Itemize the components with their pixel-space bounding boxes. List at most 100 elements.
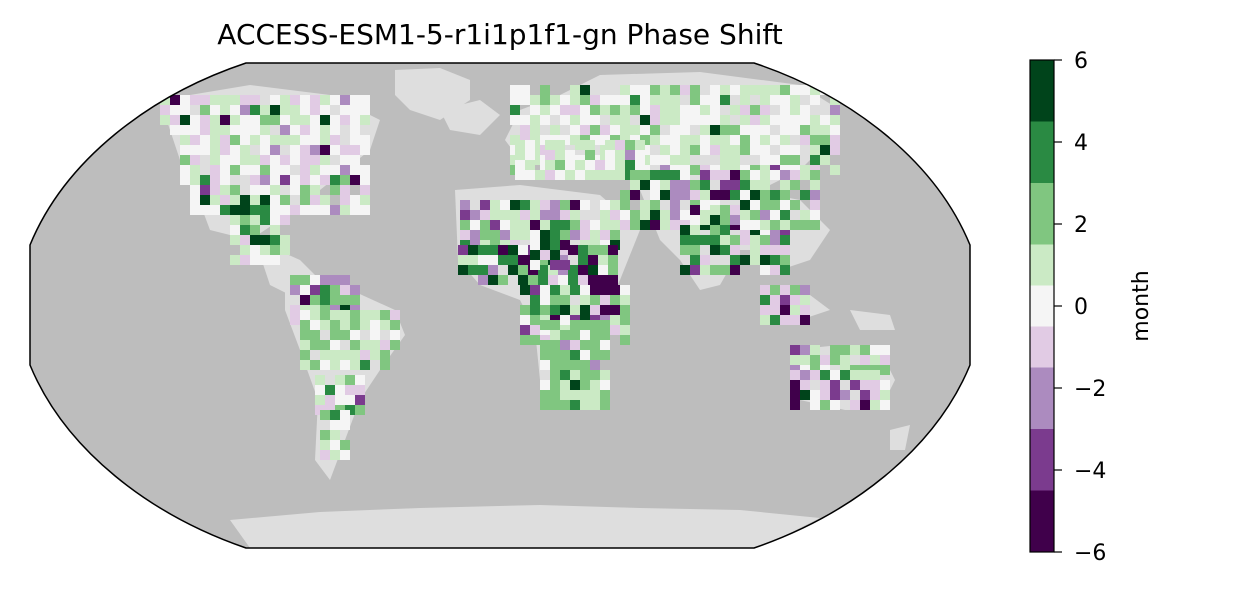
phase-shift-cell [560, 260, 570, 270]
phase-shift-cell [220, 205, 230, 215]
phase-shift-cell [540, 230, 550, 240]
phase-shift-cell [300, 135, 310, 145]
phase-shift-cell [315, 395, 325, 405]
phase-shift-cell [620, 210, 630, 220]
phase-shift-cell [340, 95, 350, 105]
phase-shift-cell [608, 255, 618, 265]
phase-shift-cell [335, 385, 345, 395]
phase-shift-cell [565, 150, 575, 160]
phase-shift-cell [740, 145, 750, 155]
phase-shift-cell [690, 215, 700, 225]
phase-shift-cell [880, 365, 890, 375]
phase-shift-cell [220, 185, 230, 195]
phase-shift-cell [540, 350, 550, 360]
phase-shift-cell [710, 135, 720, 145]
phase-shift-cell [460, 230, 470, 240]
phase-shift-cell [640, 105, 650, 115]
phase-shift-cell [540, 380, 550, 390]
phase-shift-cell [870, 345, 880, 355]
phase-shift-cell [630, 220, 640, 230]
phase-shift-cell [550, 260, 560, 270]
phase-shift-cell [310, 320, 320, 330]
phase-shift-cell [210, 95, 220, 105]
phase-shift-cell [350, 285, 360, 295]
phase-shift-cell [300, 310, 310, 320]
phase-shift-cell [545, 150, 555, 160]
phase-shift-cell [760, 200, 770, 210]
phase-shift-cell [720, 85, 730, 95]
phase-shift-cell [530, 285, 540, 295]
phase-shift-cell [540, 285, 550, 295]
phase-shift-cell [240, 225, 250, 235]
phase-shift-cell [760, 85, 770, 95]
phase-shift-cell [585, 160, 595, 170]
phase-shift-cell [720, 135, 730, 145]
phase-shift-cell [210, 185, 220, 195]
phase-shift-cell [580, 200, 590, 210]
phase-shift-cell [520, 230, 530, 240]
phase-shift-cell [290, 115, 300, 125]
phase-shift-cell [720, 115, 730, 125]
phase-shift-cell [740, 190, 750, 200]
phase-shift-cell [490, 210, 500, 220]
phase-shift-cell [600, 220, 610, 230]
phase-shift-cell [250, 165, 260, 175]
phase-shift-cell [690, 225, 700, 235]
phase-shift-cell [700, 255, 710, 265]
phase-shift-cell [250, 205, 260, 215]
phase-shift-cell [320, 340, 330, 350]
phase-shift-cell [770, 315, 780, 325]
phase-shift-cell [270, 145, 280, 155]
phase-shift-cell [770, 220, 780, 230]
phase-shift-cell [670, 105, 680, 115]
phase-shift-cell [300, 125, 310, 135]
phase-shift-cell [530, 305, 540, 315]
phase-shift-cell [790, 305, 800, 315]
phase-shift-cell [880, 355, 890, 365]
phase-shift-cell [580, 340, 590, 350]
phase-shift-cell [650, 115, 660, 125]
phase-shift-cell [570, 220, 580, 230]
phase-shift-cell [180, 125, 190, 135]
phase-shift-cell [810, 145, 820, 155]
phase-shift-cell [680, 170, 690, 180]
phase-shift-cell [800, 380, 810, 390]
phase-shift-cell [740, 125, 750, 135]
phase-shift-cell [340, 295, 350, 305]
phase-shift-cell [650, 210, 660, 220]
phase-shift-cell [530, 250, 540, 260]
phase-shift-cell [310, 125, 320, 135]
phase-shift-cell [560, 340, 570, 350]
phase-shift-cell [700, 215, 710, 225]
phase-shift-cell [650, 105, 660, 115]
phase-shift-cell [790, 180, 800, 190]
phase-shift-cell [720, 125, 730, 135]
phase-shift-cell [640, 170, 650, 180]
phase-shift-cell [250, 255, 260, 265]
phase-shift-cell [220, 115, 230, 125]
phase-shift-cell [280, 95, 290, 105]
phase-shift-cell [210, 145, 220, 155]
phase-shift-cell [770, 85, 780, 95]
globe-outline [29, 62, 971, 549]
phase-shift-cell [260, 155, 270, 165]
phase-shift-cell [530, 260, 540, 270]
phase-shift-cell [610, 315, 620, 325]
phase-shift-cell [250, 105, 260, 115]
phase-shift-cell [750, 210, 760, 220]
phase-shift-cell [550, 285, 560, 295]
colorbar-bin [1030, 244, 1054, 286]
phase-shift-cell [610, 125, 620, 135]
phase-shift-cell [690, 190, 700, 200]
colorbar-tick-label: 6 [1074, 49, 1088, 74]
phase-shift-cell [660, 220, 670, 230]
phase-shift-cell [800, 105, 810, 115]
phase-shift-cell [330, 175, 340, 185]
phase-shift-cell [660, 115, 670, 125]
phase-shift-cell [520, 335, 530, 345]
phase-shift-cell [310, 135, 320, 145]
phase-shift-cell [330, 320, 340, 330]
phase-shift-cell [530, 230, 540, 240]
phase-shift-cell [568, 265, 578, 275]
phase-shift-cell [580, 350, 590, 360]
